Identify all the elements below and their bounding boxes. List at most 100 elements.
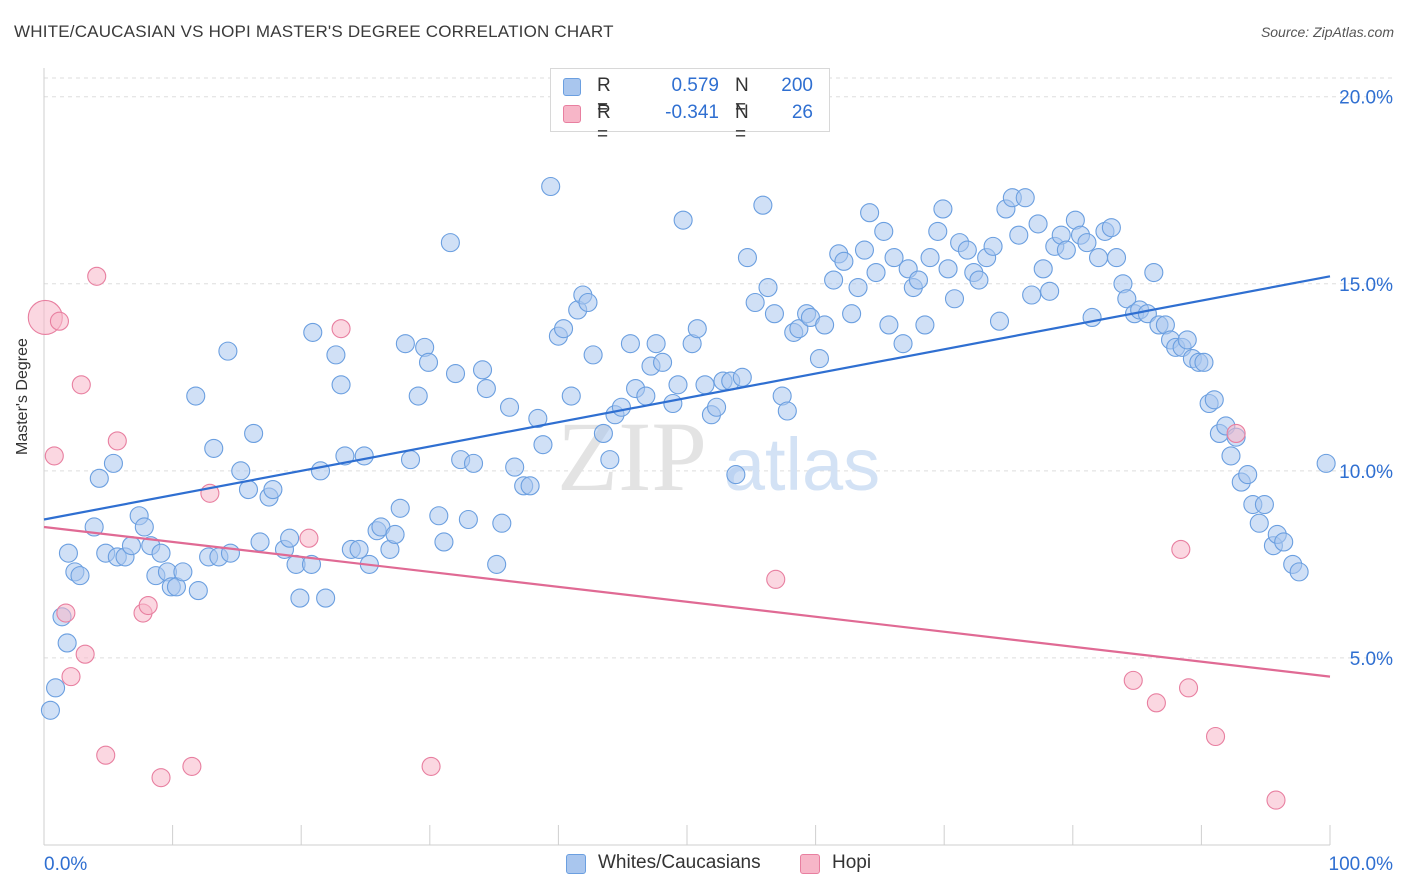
data-point bbox=[1144, 263, 1164, 283]
data-point bbox=[854, 240, 875, 260]
data-point bbox=[301, 554, 322, 574]
chart-source: Source: ZipAtlas.com bbox=[1260, 24, 1394, 40]
data-point bbox=[182, 756, 202, 776]
data-point bbox=[303, 322, 323, 342]
data-point bbox=[204, 438, 224, 458]
grid-lines bbox=[44, 77, 1392, 659]
data-point bbox=[789, 319, 809, 339]
data-point bbox=[879, 315, 899, 335]
data-point bbox=[1194, 352, 1214, 372]
data-point bbox=[1015, 188, 1035, 208]
data-point bbox=[58, 543, 78, 563]
data-point bbox=[533, 435, 553, 455]
data-point bbox=[777, 401, 797, 421]
data-point bbox=[1171, 539, 1191, 559]
legend-swatch-hopi bbox=[563, 105, 581, 123]
data-point bbox=[541, 176, 561, 197]
data-point bbox=[1146, 693, 1166, 713]
data-point bbox=[458, 509, 478, 530]
data-point bbox=[472, 360, 493, 380]
data-point bbox=[753, 195, 773, 215]
data-point bbox=[71, 375, 91, 395]
data-point bbox=[809, 349, 830, 369]
data-point bbox=[737, 248, 757, 268]
data-point bbox=[434, 532, 454, 552]
data-point bbox=[578, 292, 598, 313]
data-point bbox=[408, 386, 428, 406]
tick-labels: 5.0% 10.0% 15.0% 20.0% 0.0% 100.0% bbox=[44, 88, 1393, 875]
data-point bbox=[75, 644, 95, 664]
data-point bbox=[1266, 790, 1286, 810]
legend-r-label: R = bbox=[597, 102, 611, 145]
data-point bbox=[915, 315, 935, 335]
data-point bbox=[354, 446, 374, 466]
series-hopi bbox=[27, 266, 1286, 810]
trend-line bbox=[43, 525, 1331, 678]
data-point bbox=[1226, 423, 1246, 443]
data-point bbox=[299, 528, 319, 548]
data-point bbox=[173, 562, 193, 582]
data-point bbox=[764, 304, 784, 324]
data-point bbox=[263, 480, 283, 500]
data-point bbox=[310, 461, 331, 481]
data-point bbox=[280, 528, 300, 548]
data-point bbox=[103, 453, 123, 473]
series-layer bbox=[27, 176, 1336, 810]
data-point bbox=[668, 375, 688, 395]
data-point bbox=[707, 397, 727, 417]
legend-r-value: -0.341 bbox=[665, 102, 719, 123]
x-tick-label: 0.0% bbox=[44, 854, 87, 875]
data-point bbox=[476, 378, 496, 399]
data-point bbox=[726, 465, 746, 485]
data-point bbox=[957, 240, 977, 260]
data-point bbox=[418, 352, 439, 372]
data-point bbox=[673, 210, 693, 230]
data-point bbox=[1316, 453, 1336, 473]
data-point bbox=[390, 498, 410, 518]
data-point bbox=[646, 334, 666, 354]
data-point bbox=[989, 311, 1010, 331]
data-point bbox=[745, 292, 765, 313]
data-point bbox=[44, 446, 64, 466]
data-point bbox=[815, 315, 835, 335]
data-point bbox=[290, 588, 310, 608]
data-point bbox=[385, 524, 405, 545]
data-point bbox=[636, 386, 656, 406]
data-point bbox=[440, 233, 460, 253]
data-point bbox=[663, 393, 683, 414]
data-point bbox=[1082, 307, 1102, 328]
data-point bbox=[49, 311, 69, 331]
data-point bbox=[57, 633, 77, 653]
data-point bbox=[1028, 214, 1048, 234]
data-point bbox=[40, 700, 60, 720]
data-point bbox=[561, 386, 581, 406]
data-point bbox=[758, 277, 778, 298]
data-point bbox=[884, 248, 904, 268]
data-point bbox=[1177, 330, 1197, 350]
series-legend: Whites/Caucasians Hopi bbox=[0, 850, 1406, 880]
data-point bbox=[250, 532, 270, 552]
trend-layer bbox=[43, 275, 1331, 678]
data-point bbox=[492, 513, 512, 533]
data-point bbox=[1249, 513, 1269, 533]
data-point bbox=[1123, 670, 1143, 690]
legend-n-label: N = bbox=[735, 75, 749, 118]
data-point bbox=[244, 423, 264, 443]
legend-swatch-hopi-bottom bbox=[800, 854, 820, 874]
data-point bbox=[553, 319, 574, 339]
data-point bbox=[1254, 494, 1274, 515]
legend-swatch-white bbox=[563, 78, 581, 96]
data-point bbox=[1040, 281, 1060, 301]
data-point bbox=[1205, 726, 1226, 747]
data-point bbox=[938, 259, 958, 279]
legend-n-value: 26 bbox=[791, 102, 813, 123]
data-point bbox=[429, 506, 449, 526]
legend-n-label: N = bbox=[735, 102, 749, 145]
legend-label-hopi: Hopi bbox=[832, 852, 872, 873]
data-point bbox=[331, 375, 351, 395]
data-point bbox=[138, 595, 158, 616]
data-point bbox=[944, 289, 965, 309]
data-point bbox=[834, 251, 854, 271]
y-tick-label: 5.0% bbox=[1350, 649, 1393, 670]
